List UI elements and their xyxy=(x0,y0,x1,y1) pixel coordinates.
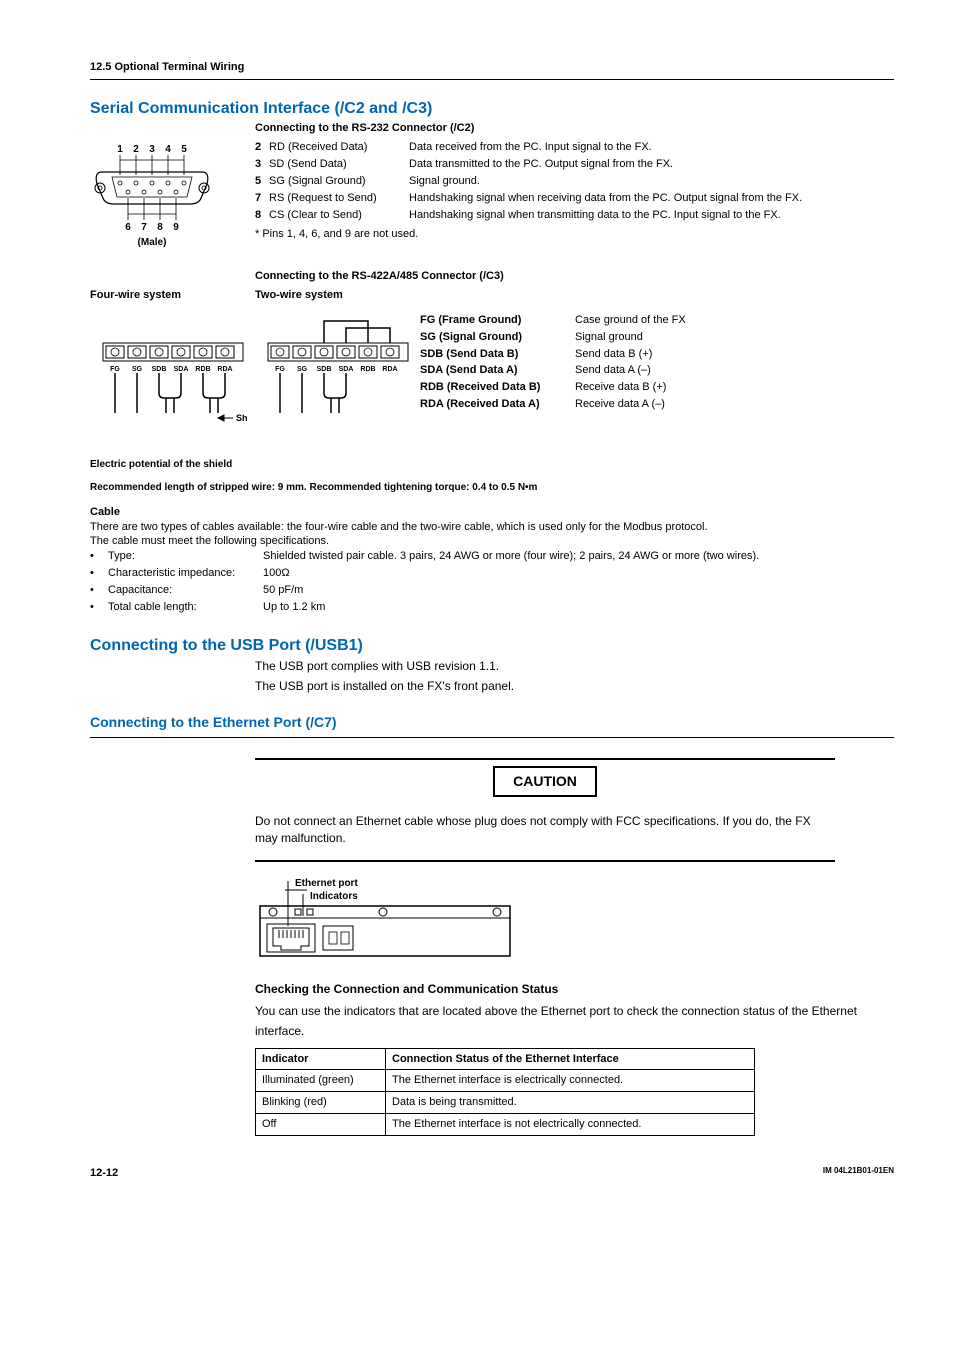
svg-text:2: 2 xyxy=(133,144,139,155)
rs232-pin-table: 2RD (Received Data)Data received from th… xyxy=(255,140,802,241)
svg-text:SG: SG xyxy=(296,366,307,373)
doc-id: IM 04L21B01-01EN xyxy=(823,1166,894,1181)
page-number: 12-12 xyxy=(90,1166,118,1181)
stripped-wire-note: Recommended length of stripped wire: 9 m… xyxy=(90,481,894,495)
check-text: You can use the indicators that are loca… xyxy=(255,1001,894,1042)
pin-label: 1 xyxy=(117,144,123,155)
svg-text:Indicators: Indicators xyxy=(310,891,358,902)
section-header: 12.5 Optional Terminal Wiring xyxy=(90,60,894,80)
svg-text:9: 9 xyxy=(173,222,179,233)
rs422-section: FG SG SDB SDA RDB RDA Shield xyxy=(90,313,894,458)
caution-text: Do not connect an Ethernet cable whose p… xyxy=(255,807,835,859)
svg-text:4: 4 xyxy=(165,144,171,155)
svg-text:7: 7 xyxy=(141,222,147,233)
caution-box: CAUTION Do not connect an Ethernet cable… xyxy=(255,758,835,861)
svg-text:SDB: SDB xyxy=(316,366,331,373)
svg-text:3: 3 xyxy=(149,144,155,155)
usb-p2: The USB port is installed on the FX's fr… xyxy=(255,678,894,694)
four-wire-diagram: FG SG SDB SDA RDB RDA Shield xyxy=(90,313,255,458)
usb-title: Connecting to the USB Port (/USB1) xyxy=(90,635,894,657)
svg-text:Shield: Shield xyxy=(236,413,248,423)
svg-text:FG: FG xyxy=(110,366,120,373)
svg-text:FG: FG xyxy=(275,366,285,373)
check-heading: Checking the Connection and Communicatio… xyxy=(255,981,894,997)
shield-note: Electric potential of the shield xyxy=(90,458,894,472)
svg-text:8: 8 xyxy=(157,222,163,233)
ethernet-port-diagram: Ethernet port Indicators xyxy=(255,876,894,971)
cable-heading: Cable xyxy=(90,505,894,520)
serial-title: Serial Communication Interface (/C2 and … xyxy=(90,98,894,120)
svg-text:RDA: RDA xyxy=(382,366,397,373)
svg-text:5: 5 xyxy=(181,144,187,155)
cable-p1: There are two types of cables available:… xyxy=(90,520,894,535)
rs422-signal-table: FG (Frame Ground)Case ground of the FX S… xyxy=(420,313,686,414)
svg-text:SDB: SDB xyxy=(151,366,166,373)
caution-label: CAUTION xyxy=(493,766,597,797)
svg-text:RDA: RDA xyxy=(217,366,232,373)
svg-text:Ethernet port: Ethernet port xyxy=(295,878,358,889)
rs422-subtitle: Connecting to the RS-422A/485 Connector … xyxy=(255,269,894,284)
two-wire-diagram: FG SG SDB SDA RDB RDA xyxy=(255,313,420,458)
svg-text:SDA: SDA xyxy=(173,366,188,373)
ethernet-status-table: Indicator Connection Status of the Ether… xyxy=(255,1048,755,1136)
eth-title: Connecting to the Ethernet Port (/C7) xyxy=(90,713,894,732)
svg-text:SDA: SDA xyxy=(338,366,353,373)
page-footer: 12-12 IM 04L21B01-01EN xyxy=(90,1166,894,1181)
two-wire-label: Two-wire system xyxy=(255,288,343,303)
rs232-note: * Pins 1, 4, 6, and 9 are not used. xyxy=(255,227,802,242)
rs232-connector-diagram: 1 2 3 4 5 xyxy=(90,140,255,255)
svg-text:SG: SG xyxy=(131,366,142,373)
svg-text:6: 6 xyxy=(125,222,131,233)
cable-p2: The cable must meet the following specif… xyxy=(90,534,894,549)
four-wire-label: Four-wire system xyxy=(90,288,255,303)
svg-text:RDB: RDB xyxy=(195,366,210,373)
usb-p1: The USB port complies with USB revision … xyxy=(255,658,894,674)
connector-caption: (Male) xyxy=(138,237,167,248)
rs232-section: 1 2 3 4 5 xyxy=(90,140,894,255)
rs232-subtitle: Connecting to the RS-232 Connector (/C2) xyxy=(255,121,894,136)
svg-text:RDB: RDB xyxy=(360,366,375,373)
